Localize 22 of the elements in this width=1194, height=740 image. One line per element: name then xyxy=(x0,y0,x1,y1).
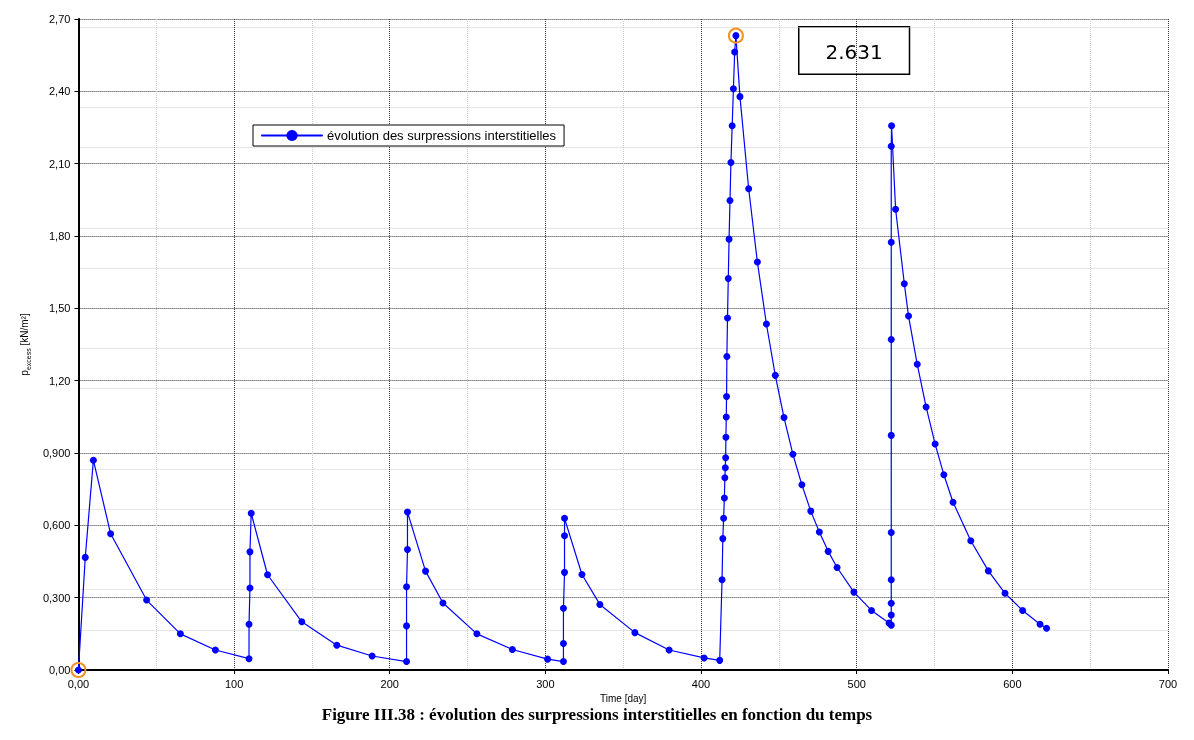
y-tick-label: 1,50 xyxy=(49,302,71,315)
y-tick-label: 1,80 xyxy=(49,230,71,242)
x-tick-label: 700 xyxy=(1158,677,1178,690)
y-tick-label: 0,00 xyxy=(49,664,71,676)
y-tick-label: 2,10 xyxy=(49,157,71,170)
x-tick-label: 100 xyxy=(224,677,244,690)
x-tick-label: 300 xyxy=(536,677,555,690)
x-axis-title: Time [day] xyxy=(600,693,647,705)
legend-label: évolution des surpressions interstitielles xyxy=(327,128,557,143)
y-tick-label: 2,70 xyxy=(49,13,71,25)
x-tick-label: 500 xyxy=(847,677,866,690)
text: Figure III.38 : évolution des surpressions interstitielles en fonction du temps xyxy=(321,705,873,724)
x-tick-label: 400 xyxy=(691,677,711,690)
x-tick-label: 200 xyxy=(380,677,399,690)
y-tick-label: 0,900 xyxy=(42,447,71,459)
annotation: 2.631 xyxy=(825,39,883,64)
x-tick-label: 600 xyxy=(1003,677,1022,690)
x-tick-label: 0,00 xyxy=(67,677,90,690)
y-tick-label: 2,40 xyxy=(49,85,71,98)
y-tick-label: 0,600 xyxy=(42,519,71,532)
y-tick-label: 1,20 xyxy=(49,374,71,387)
y-tick-label: 0,300 xyxy=(42,591,71,604)
